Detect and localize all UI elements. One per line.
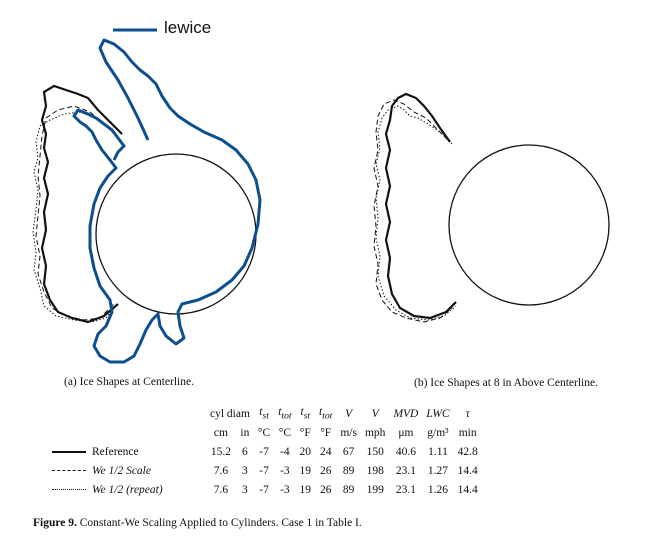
- row-label: We 1/2 Scale: [92, 464, 151, 477]
- header-v-ms: V: [345, 407, 353, 420]
- figure-number: Figure 9.: [33, 517, 77, 529]
- table-units-row: cm in °C °C °F °F m/s mph μm g/m³ min: [52, 423, 482, 442]
- table-cell: 23.1: [395, 483, 416, 496]
- header-tst-c: tst: [259, 405, 269, 422]
- panel-a-cylinder: [95, 153, 257, 315]
- header-mvd: MVD: [393, 407, 419, 420]
- panel-b-drawing: [373, 92, 610, 323]
- table-row-reference: Reference 15.2 6 -7 -4 20 24 67 150 40.6…: [52, 442, 482, 461]
- dotted-line-sample: [52, 489, 86, 491]
- table-cell: 199: [366, 483, 384, 496]
- unit-cell: cm: [213, 426, 228, 439]
- table-cell: -4: [280, 445, 290, 458]
- table-cell: -7: [259, 483, 269, 496]
- header-lwc: LWC: [426, 407, 450, 420]
- table-cell: 67: [342, 445, 355, 458]
- panel-b-scale-trace: [373, 99, 453, 323]
- table-cell: 198: [366, 464, 384, 477]
- table-row-repeat: We 1/2 (repeat) 7.6 3 -7 -3 19 26 89 199…: [52, 480, 482, 499]
- table-cell: 14.4: [457, 483, 478, 496]
- header-tau: τ: [465, 407, 470, 420]
- table-header-row: cyl diam tst ttot tst ttot V V MVD LWC τ: [52, 404, 482, 423]
- solid-line-sample: [52, 450, 86, 453]
- unit-cell: °F: [320, 426, 332, 439]
- lewice-legend-label: lewice: [164, 18, 212, 37]
- table-cell: 7.6: [213, 464, 229, 477]
- header-ttot-c: ttot: [278, 405, 292, 422]
- table-cell: -7: [259, 464, 269, 477]
- panel-b-cylinder: [448, 144, 610, 306]
- table-cell: 26: [319, 483, 332, 496]
- table-cell: 1.26: [427, 483, 449, 496]
- table-cell: 19: [299, 483, 312, 496]
- figure-caption-text: Constant-We Scaling Applied to Cylinders…: [76, 517, 362, 529]
- unit-cell: in: [240, 426, 250, 439]
- panel-b-caption: (b) Ice Shapes at 8 in Above Centerline.: [414, 377, 598, 389]
- header-tst-f: tst: [300, 405, 311, 422]
- table-cell: 89: [342, 483, 355, 496]
- table-cell: 1.11: [428, 445, 448, 458]
- unit-cell: °C: [278, 426, 291, 439]
- header-v-mph: V: [371, 407, 379, 420]
- table-cell: 1.27: [427, 464, 449, 477]
- table-row-scale: We 1/2 Scale 7.6 3 -7 -3 19 26 89 198 23…: [52, 461, 482, 480]
- table-cell: 3: [242, 464, 248, 477]
- panel-b-reference-trace: [384, 92, 457, 320]
- unit-cell: °C: [257, 426, 271, 439]
- unit-cell: min: [458, 426, 477, 439]
- row-label: Reference: [92, 445, 139, 458]
- figure-caption: Figure 9. Constant-We Scaling Applied to…: [33, 517, 362, 529]
- panel-a-drawing: [32, 28, 262, 364]
- header-ttot-f: ttot: [319, 405, 333, 422]
- table-cell: 7.6: [213, 483, 229, 496]
- panel-a-lewice-trace: [72, 38, 262, 364]
- table-cell: 14.4: [457, 464, 478, 477]
- table-cell: 3: [242, 483, 248, 496]
- table-cell: 42.8: [457, 445, 478, 458]
- unit-cell: g/m³: [427, 426, 449, 439]
- panel-a-repeat-trace: [32, 111, 121, 323]
- dashed-line-sample: [52, 470, 86, 472]
- table-cell: 15.2: [210, 445, 231, 458]
- ice-shapes-figure: [32, 28, 610, 364]
- table-cell: -7: [259, 445, 269, 458]
- panel-a-reference-trace: [40, 84, 123, 324]
- table-cell: 24: [319, 445, 332, 458]
- header-cyl-diam: cyl diam: [210, 407, 250, 420]
- unit-cell: mph: [364, 426, 386, 439]
- table-cell: -3: [280, 483, 290, 496]
- table-cell: 19: [299, 464, 312, 477]
- unit-cell: m/s: [340, 426, 357, 439]
- table-cell: -3: [280, 464, 290, 477]
- table-cell: 23.1: [395, 464, 416, 477]
- table-cell: 26: [319, 464, 332, 477]
- table-cell: 150: [366, 445, 384, 458]
- panel-a-caption: (a) Ice Shapes at Centerline.: [64, 376, 194, 388]
- unit-cell: μm: [398, 426, 414, 439]
- unit-cell: °F: [299, 426, 311, 439]
- table-cell: 89: [342, 464, 355, 477]
- row-label: We 1/2 (repeat): [92, 483, 163, 496]
- table-cell: 40.6: [395, 445, 416, 458]
- table-cell: 6: [242, 445, 248, 458]
- test-conditions-table: cyl diam tst ttot tst ttot V V MVD LWC τ…: [52, 404, 482, 499]
- table-cell: 20: [299, 445, 312, 458]
- panel-b-repeat-trace: [375, 105, 457, 321]
